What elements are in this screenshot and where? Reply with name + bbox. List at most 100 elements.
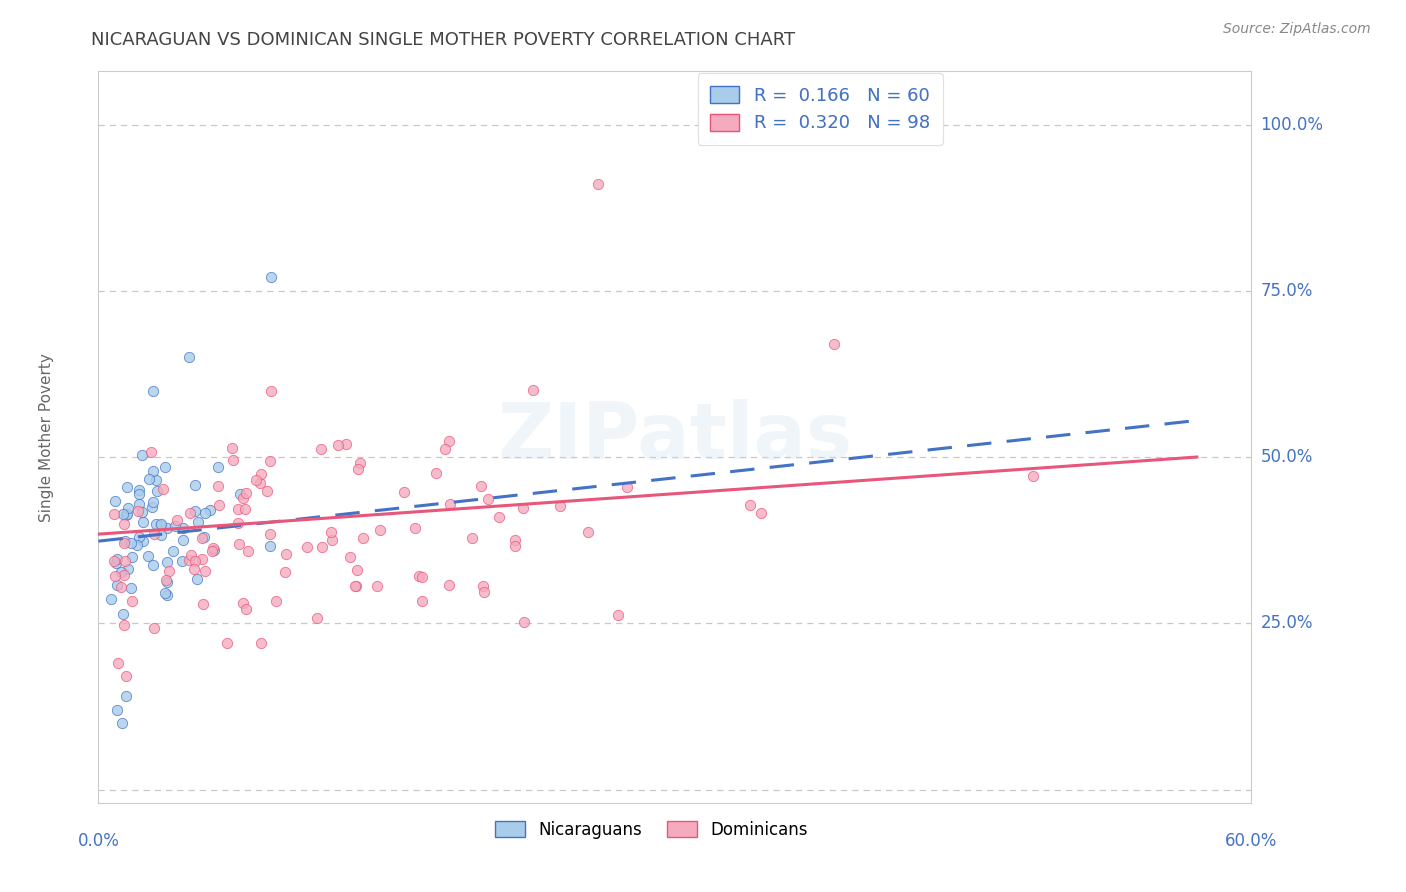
Point — [177, 553, 200, 567]
Point — [142, 527, 165, 541]
Point — [749, 506, 772, 520]
Point — [194, 506, 217, 520]
Point — [226, 501, 249, 516]
Point — [156, 588, 179, 602]
Point — [259, 527, 281, 541]
Point — [121, 550, 143, 565]
Point — [321, 533, 343, 548]
Point — [131, 448, 153, 462]
Point — [155, 521, 177, 535]
Point — [264, 593, 287, 607]
Point — [184, 478, 207, 492]
Point — [172, 554, 194, 568]
Point — [155, 573, 177, 587]
Point — [347, 461, 370, 475]
Point — [235, 602, 257, 616]
Point — [259, 539, 281, 553]
Point — [104, 494, 127, 508]
Point — [408, 568, 430, 582]
Point — [156, 575, 179, 590]
Point — [222, 453, 245, 467]
Point — [112, 607, 135, 621]
Point — [187, 515, 209, 529]
Point — [100, 592, 122, 607]
Point — [352, 531, 374, 545]
Point — [249, 636, 271, 650]
Point — [146, 483, 169, 498]
Point — [153, 586, 176, 600]
Point — [149, 517, 172, 532]
Point — [120, 581, 142, 595]
Point — [162, 544, 184, 558]
Point — [513, 615, 536, 630]
Point — [411, 594, 433, 608]
Point — [404, 521, 426, 535]
Point — [503, 533, 526, 548]
Point — [235, 485, 257, 500]
Point — [366, 579, 388, 593]
Point — [461, 531, 484, 545]
Point — [131, 504, 153, 518]
Point — [470, 479, 492, 493]
Point — [114, 534, 136, 549]
Point — [186, 572, 208, 586]
Point — [576, 524, 599, 539]
Point — [138, 472, 160, 486]
Point — [112, 618, 135, 632]
Point — [207, 479, 229, 493]
Point — [226, 516, 249, 531]
Point — [128, 487, 150, 501]
Point — [141, 445, 163, 459]
Point — [184, 503, 207, 517]
Point — [193, 598, 215, 612]
Point — [439, 578, 461, 592]
Point — [166, 513, 188, 527]
Point — [738, 498, 761, 512]
Point — [425, 466, 447, 480]
Point — [156, 555, 179, 569]
Point — [433, 442, 456, 457]
Point — [112, 507, 135, 521]
Point — [142, 495, 165, 509]
Point — [104, 568, 127, 582]
Point — [437, 434, 460, 448]
Point — [105, 703, 128, 717]
Point — [114, 554, 136, 568]
Point — [180, 548, 202, 562]
Point — [105, 556, 128, 570]
Point — [142, 384, 165, 398]
Point — [128, 530, 150, 544]
Point — [221, 441, 243, 455]
Point — [477, 491, 499, 506]
Point — [141, 500, 163, 514]
Point — [319, 524, 342, 539]
Point — [142, 464, 165, 478]
Point — [115, 507, 138, 521]
Point — [193, 530, 215, 544]
Point — [207, 499, 229, 513]
Point — [349, 457, 371, 471]
Point — [183, 562, 205, 576]
Text: ZIPatlas: ZIPatlas — [498, 399, 852, 475]
Point — [191, 551, 214, 566]
Point — [250, 467, 273, 482]
Point — [112, 535, 135, 549]
Point — [201, 543, 224, 558]
Legend: R =  0.166   N = 60, R =  0.320   N = 98: R = 0.166 N = 60, R = 0.320 N = 98 — [697, 73, 942, 145]
Point — [368, 524, 391, 538]
Point — [245, 474, 267, 488]
Point — [114, 690, 136, 704]
Point — [439, 497, 461, 511]
Point — [505, 540, 527, 554]
Point — [607, 607, 630, 622]
Point — [522, 383, 544, 397]
Point — [105, 552, 128, 566]
Point — [232, 491, 254, 505]
Point — [132, 533, 155, 548]
Text: 60.0%: 60.0% — [1225, 832, 1278, 850]
Point — [201, 541, 224, 555]
Point — [190, 532, 212, 546]
Point — [105, 578, 128, 592]
Point — [276, 548, 298, 562]
Text: 100.0%: 100.0% — [1260, 116, 1323, 134]
